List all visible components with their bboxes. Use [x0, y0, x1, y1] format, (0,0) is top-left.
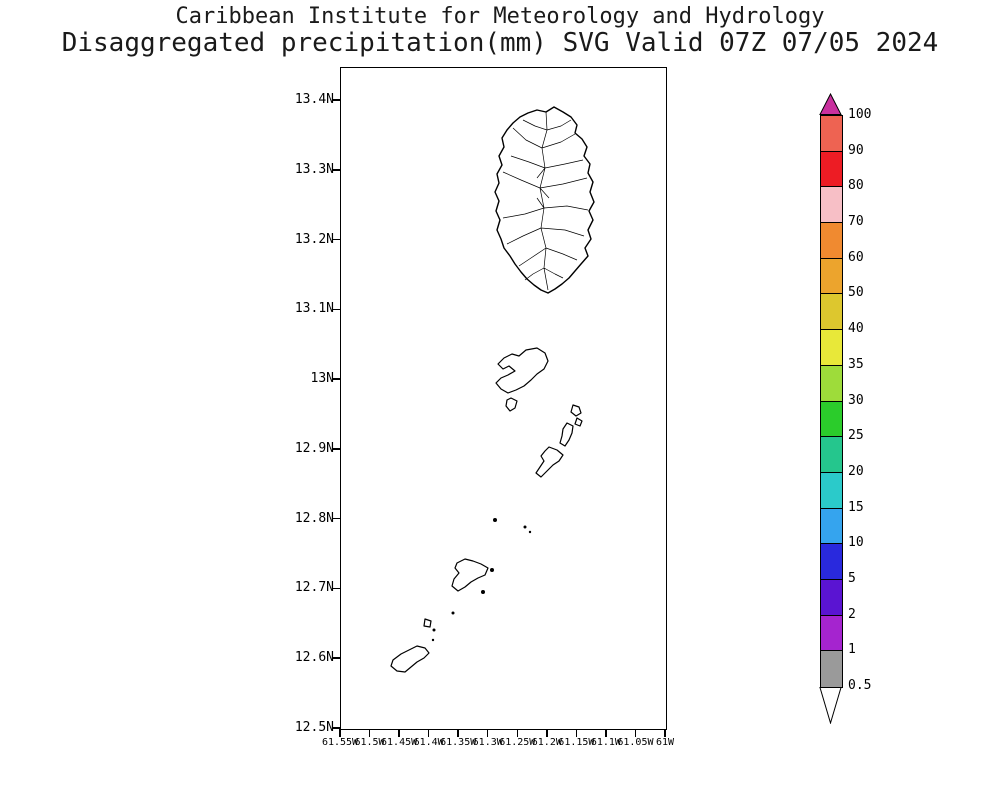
colorbar-segment	[821, 187, 842, 224]
lon-tick-label: 61.5W	[354, 737, 385, 748]
colorbar-label: 15	[848, 499, 864, 515]
colorbar-segment	[821, 330, 842, 366]
product-title: Disaggregated precipitation(mm) SVG Vali…	[61, 28, 939, 58]
colorbar-scale	[820, 115, 843, 688]
lon-tick-label: 61.25W	[499, 737, 536, 748]
lat-tick-mark	[332, 169, 340, 171]
lon-tick-mark	[575, 729, 578, 737]
island-union	[451, 558, 489, 592]
colorbar-label: 20	[848, 463, 864, 479]
lat-tick-mark	[332, 378, 340, 380]
lon-tick-mark	[516, 729, 519, 737]
lon-tick-label: 61W	[655, 737, 675, 748]
lat-tick-mark	[332, 99, 340, 101]
colorbar-segment	[821, 223, 842, 259]
island-isle-a-quatre	[505, 397, 518, 412]
colorbar-label: 1	[848, 642, 856, 658]
colorbar-segment	[821, 651, 842, 687]
lat-tick-label: 13.3N	[294, 161, 334, 177]
lon-tick-label: 61.4W	[413, 737, 444, 748]
lon-tick-label: 61.55W	[321, 737, 359, 748]
lon-tick-mark	[634, 729, 637, 737]
lon-tick-mark	[664, 729, 666, 737]
colorbar-label: 2	[848, 606, 856, 622]
colorbar-segment	[821, 116, 842, 152]
institute-title: Caribbean Institute for Meteorology and …	[175, 4, 825, 29]
lat-tick-mark	[332, 657, 340, 659]
colorbar-label: 90	[848, 142, 864, 158]
lon-tick-mark	[427, 729, 430, 737]
lon-tick-mark	[457, 729, 459, 737]
lat-tick-label: 12.9N	[294, 440, 334, 456]
map-plot-area	[340, 67, 667, 730]
colorbar-under-triangle	[819, 687, 842, 724]
colorbar-label: 30	[848, 392, 864, 408]
lon-tick-label: 61.05W	[617, 737, 654, 748]
lon-tick-mark	[339, 729, 341, 737]
colorbar-label: 25	[848, 428, 864, 444]
lon-tick-label: 61.45W	[381, 737, 418, 748]
colorbar-label: 100	[848, 107, 872, 122]
island-carriacou	[390, 645, 430, 673]
colorbar-over-fill	[819, 93, 842, 115]
lat-tick-mark	[332, 308, 340, 311]
lat-tick-label: 13.2N	[294, 231, 334, 247]
colorbar-segment	[821, 151, 842, 188]
colorbar-label: 40	[848, 321, 864, 337]
colorbar-segment	[821, 294, 842, 331]
colorbar-segment	[821, 472, 842, 509]
lat-tick-mark	[332, 727, 340, 729]
colorbar-label: 50	[848, 285, 864, 301]
island-mustique	[559, 422, 574, 447]
lat-tick-label: 13.1N	[294, 301, 334, 317]
island-battowia	[570, 404, 583, 427]
small-cays	[431, 518, 532, 642]
colorbar-label: 0.5	[848, 678, 872, 693]
lat-tick-label: 12.5N	[294, 720, 334, 736]
colorbar-over-triangle	[819, 93, 842, 115]
lon-tick-label: 61.3W	[472, 737, 503, 748]
colorbar-segment	[821, 544, 842, 580]
lon-tick-label: 61.1W	[590, 737, 621, 748]
lat-tick-mark	[332, 587, 340, 590]
lat-tick-mark	[332, 238, 340, 241]
colorbar-segment	[821, 437, 842, 473]
lat-tick-mark	[332, 448, 340, 450]
lat-tick-label: 13N	[310, 371, 334, 387]
colorbar-label: 35	[848, 356, 864, 372]
lat-tick-label: 12.8N	[294, 510, 334, 526]
colorbar-segment	[821, 401, 842, 438]
colorbar-label: 5	[848, 570, 856, 586]
colorbar-segment	[821, 508, 842, 545]
lat-tick-mark	[332, 517, 340, 520]
lon-tick-mark	[546, 729, 548, 737]
lat-tick-label: 13.4N	[294, 92, 334, 107]
lat-tick-label: 12.7N	[294, 580, 334, 596]
lon-tick-label: 61.15W	[558, 737, 595, 748]
island-st-vincent	[494, 106, 595, 294]
colorbar-segment	[821, 615, 842, 652]
islands-map	[390, 106, 595, 673]
colorbar-label: 80	[848, 178, 864, 194]
lon-tick-mark	[605, 729, 607, 737]
colorbar-segment	[821, 365, 842, 402]
lon-tick-mark	[368, 729, 371, 737]
lon-tick-label: 61.2W	[531, 737, 562, 748]
lon-tick-mark	[486, 729, 489, 737]
island-petite-martinique	[423, 618, 432, 628]
island-canouan	[535, 446, 564, 478]
colorbar-segment	[821, 258, 842, 295]
colorbar-under-fill	[819, 687, 842, 724]
lon-tick-mark	[398, 729, 400, 737]
colorbar-label: 70	[848, 214, 864, 230]
island-bequia	[495, 347, 549, 394]
lat-tick-label: 12.6N	[294, 650, 334, 666]
colorbar-label: 10	[848, 535, 864, 551]
watershed-lines	[502, 111, 589, 291]
colorbar-label: 60	[848, 249, 864, 265]
lon-tick-label: 61.35W	[440, 737, 477, 748]
colorbar-segment	[821, 579, 842, 616]
